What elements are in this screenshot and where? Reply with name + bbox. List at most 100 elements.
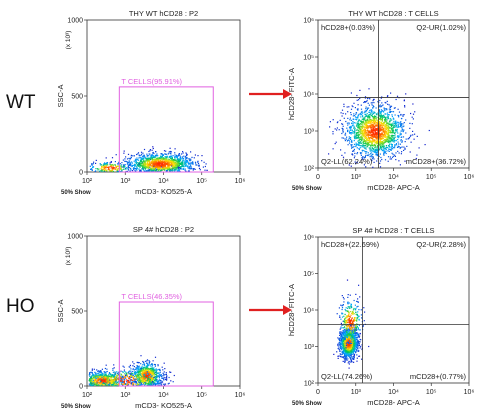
event-dot — [385, 102, 387, 104]
event-dot — [388, 138, 390, 140]
event-dot — [389, 110, 391, 112]
event-dot — [141, 371, 144, 373]
event-dot — [169, 147, 171, 149]
event-dot — [347, 117, 349, 119]
event-dot — [347, 129, 349, 131]
event-dot — [387, 145, 389, 147]
event-dot — [362, 115, 364, 117]
event-dot — [163, 169, 166, 171]
event-dot — [148, 384, 150, 386]
event-dot — [166, 378, 168, 380]
event-dot — [161, 158, 163, 160]
event-dot — [93, 382, 95, 384]
event-dot — [152, 360, 154, 362]
event-dot — [147, 368, 149, 371]
event-dot — [112, 374, 114, 376]
event-dot — [389, 123, 391, 125]
event-dot — [206, 169, 208, 171]
event-dot — [382, 129, 384, 132]
event-dot — [379, 147, 381, 149]
event-dot — [150, 157, 152, 159]
event-dot — [376, 123, 378, 125]
event-dot — [379, 130, 381, 132]
event-dot — [128, 377, 130, 379]
event-dot — [376, 128, 378, 130]
event-dot — [414, 133, 416, 135]
event-dot — [398, 115, 400, 117]
event-dot — [368, 131, 370, 133]
event-dot — [148, 383, 150, 385]
event-dot — [132, 164, 134, 166]
event-dot — [343, 103, 345, 105]
event-dot — [372, 124, 375, 126]
event-dot — [384, 141, 386, 143]
event-dot — [123, 377, 125, 379]
event-dot — [377, 130, 379, 133]
event-dot — [142, 163, 144, 165]
event-dot — [134, 381, 136, 383]
event-dot — [157, 166, 159, 168]
event-dot — [153, 170, 155, 172]
event-dot — [166, 169, 168, 172]
event-dot — [132, 361, 134, 363]
event-dot — [111, 169, 113, 171]
event-dot — [395, 128, 397, 131]
event-dot — [386, 116, 388, 118]
event-dot — [405, 138, 407, 140]
event-dot — [142, 165, 145, 167]
event-dot — [129, 167, 131, 169]
x-axis-label: mCD3- KO525-A — [135, 401, 192, 410]
event-dot — [91, 384, 93, 386]
event-dot — [181, 156, 183, 158]
event-dot — [130, 372, 132, 374]
event-dot — [387, 126, 389, 128]
event-dot — [369, 148, 371, 150]
event-dot — [366, 139, 368, 141]
event-dot — [363, 123, 365, 125]
event-dot — [389, 119, 391, 121]
event-dot — [376, 128, 379, 130]
event-dot — [151, 382, 153, 384]
event-dot — [169, 150, 172, 153]
event-dot — [115, 381, 117, 383]
event-dot — [374, 142, 376, 144]
event-dot — [382, 135, 384, 137]
event-dot — [171, 165, 173, 167]
event-dot — [113, 385, 115, 387]
event-dot — [160, 380, 162, 382]
event-dot — [127, 166, 129, 168]
event-dot — [398, 126, 400, 128]
event-dot — [369, 150, 371, 152]
event-dot — [116, 169, 118, 171]
event-dot — [152, 381, 154, 384]
event-dot — [358, 143, 360, 145]
event-dot — [374, 136, 377, 138]
event-dot — [395, 122, 397, 124]
event-dot — [154, 160, 157, 163]
event-dot — [201, 160, 203, 162]
show-percentage-label: 50% Show — [61, 404, 91, 410]
event-dot — [362, 130, 365, 132]
event-dot — [154, 363, 156, 366]
event-dot — [117, 163, 119, 165]
event-dot — [148, 165, 150, 167]
event-dot — [121, 162, 123, 164]
event-dot — [182, 168, 185, 170]
event-dot — [156, 153, 158, 155]
event-dot — [386, 108, 388, 110]
event-dot — [144, 382, 146, 384]
event-dot — [105, 378, 108, 380]
event-dot — [117, 165, 119, 167]
event-dot — [99, 381, 101, 384]
event-dot — [391, 139, 394, 142]
event-dot — [138, 163, 140, 165]
event-dot — [99, 381, 101, 383]
event-dot — [147, 373, 149, 375]
event-dot — [107, 378, 110, 380]
event-dot — [105, 373, 107, 375]
event-dot — [376, 138, 378, 140]
event-dot — [387, 124, 389, 126]
event-dot — [146, 163, 149, 165]
x-tick-label: 10² — [82, 178, 93, 185]
